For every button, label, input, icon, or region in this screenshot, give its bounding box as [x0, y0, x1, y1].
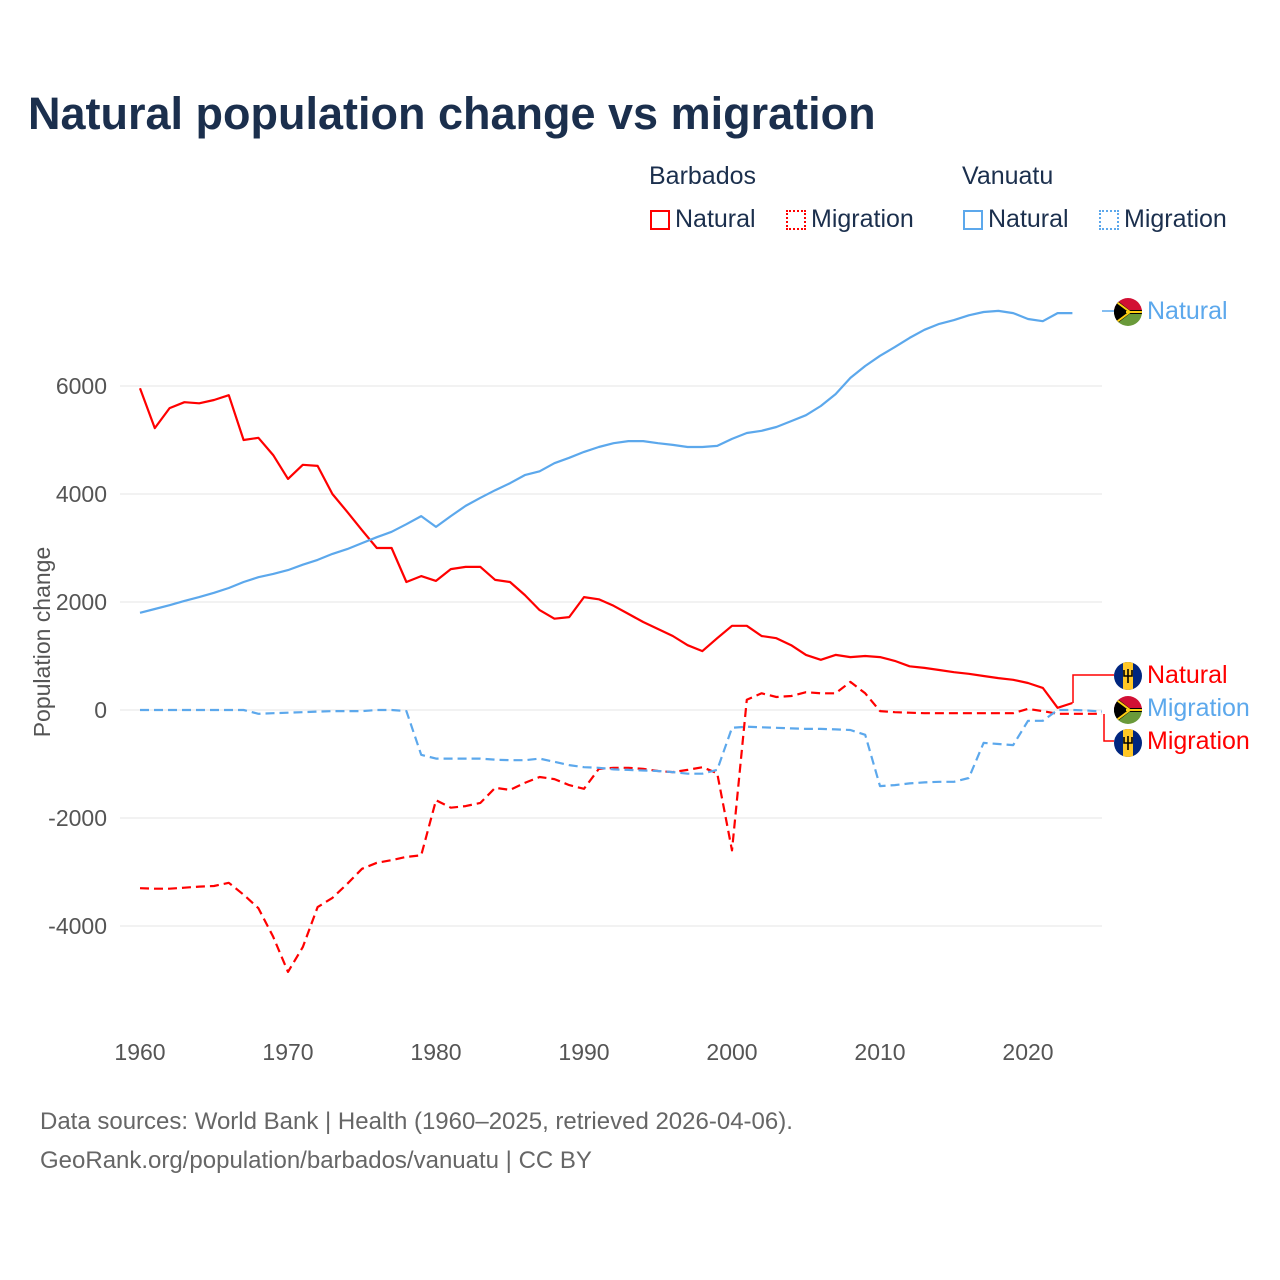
- y-tick-label: 2000: [56, 589, 107, 615]
- legend-label: Natural: [675, 205, 756, 233]
- y-tick-label: 0: [94, 697, 107, 723]
- legend-label: Natural: [988, 205, 1069, 233]
- vanuatu-flag-icon: [1114, 696, 1142, 724]
- legend-label: Migration: [811, 205, 914, 233]
- series-line-vanuatu-natural: [139, 309, 1073, 614]
- y-tick-label: -4000: [48, 913, 107, 939]
- legend-swatch: [963, 209, 983, 230]
- legend-group-vanuatu: Vanuatu: [962, 162, 1054, 190]
- barbados-flag-icon: [1114, 729, 1142, 757]
- legend-barbados-migration[interactable]: Migration: [786, 205, 914, 234]
- legend-swatch: [786, 209, 806, 230]
- end-label-barbados-migration: Migration: [1147, 727, 1250, 755]
- y-axis-label: Population change: [29, 547, 55, 738]
- x-tick-label: 2010: [854, 1039, 905, 1065]
- x-tick-label: 2000: [706, 1039, 757, 1065]
- legend-swatch: [1099, 209, 1119, 230]
- series-line-vanuatu-migration: [140, 708, 1103, 788]
- y-tick-label: 6000: [56, 373, 107, 399]
- x-tick-label: 1980: [410, 1039, 461, 1065]
- x-tick-label: 1990: [558, 1039, 609, 1065]
- x-tick-label: 2020: [1002, 1039, 1053, 1065]
- legend-swatch: [650, 209, 670, 230]
- end-label-barbados-natural: Natural: [1147, 661, 1228, 689]
- legend-barbados-natural[interactable]: Natural: [650, 205, 756, 234]
- legend-vanuatu-natural[interactable]: Natural: [963, 205, 1069, 234]
- footer-source: Data sources: World Bank | Health (1960–…: [40, 1108, 793, 1135]
- series-line-barbados-natural: [138, 387, 1073, 709]
- legend-label: Migration: [1124, 205, 1227, 233]
- legend-vanuatu-migration[interactable]: Migration: [1099, 205, 1227, 234]
- y-tick-label: 4000: [56, 481, 107, 507]
- chart-title: Natural population change vs migration: [28, 88, 876, 139]
- barbados-flag-icon: [1114, 662, 1142, 690]
- legend-group-barbados: Barbados: [649, 162, 757, 190]
- vanuatu-flag-icon: [1114, 298, 1142, 326]
- end-label-vanuatu-migration: Migration: [1147, 694, 1250, 722]
- connector-line: [1103, 714, 1114, 742]
- end-label-vanuatu-natural: Natural: [1147, 297, 1228, 325]
- footer-link[interactable]: GeoRank.org/population/barbados/vanuatu …: [40, 1147, 592, 1174]
- series-line-barbados-migration: [139, 680, 1102, 974]
- y-tick-label: -2000: [48, 805, 107, 831]
- connector-line: [1072, 674, 1114, 703]
- x-tick-label: 1960: [114, 1039, 165, 1065]
- x-tick-label: 1970: [262, 1039, 313, 1065]
